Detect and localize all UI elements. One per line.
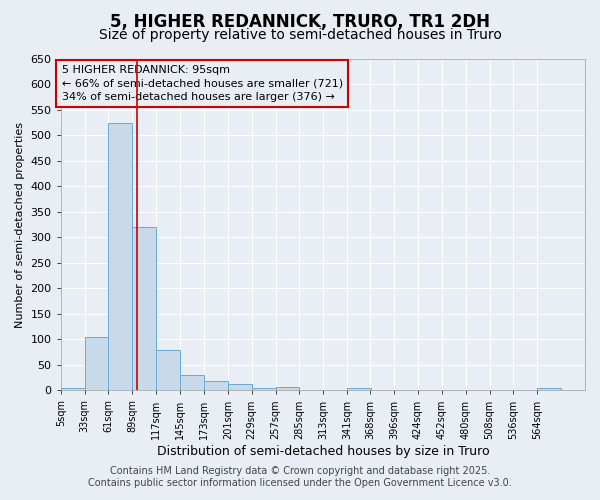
Bar	[61, 388, 85, 390]
Text: 5 HIGHER REDANNICK: 95sqm
← 66% of semi-detached houses are smaller (721)
34% of: 5 HIGHER REDANNICK: 95sqm ← 66% of semi-…	[62, 65, 343, 102]
Bar	[537, 388, 561, 390]
Bar	[347, 388, 371, 390]
Text: Contains HM Land Registry data © Crown copyright and database right 2025.
Contai: Contains HM Land Registry data © Crown c…	[88, 466, 512, 487]
Text: Size of property relative to semi-detached houses in Truro: Size of property relative to semi-detach…	[98, 28, 502, 42]
Text: 5, HIGHER REDANNICK, TRURO, TR1 2DH: 5, HIGHER REDANNICK, TRURO, TR1 2DH	[110, 12, 490, 30]
Bar	[156, 350, 180, 391]
Bar	[228, 384, 251, 390]
X-axis label: Distribution of semi-detached houses by size in Truro: Distribution of semi-detached houses by …	[157, 444, 489, 458]
Bar	[85, 337, 109, 390]
Bar	[180, 375, 204, 390]
Y-axis label: Number of semi-detached properties: Number of semi-detached properties	[15, 122, 25, 328]
Bar	[251, 388, 275, 390]
Bar	[204, 381, 228, 390]
Bar	[275, 387, 299, 390]
Bar	[109, 122, 133, 390]
Bar	[133, 228, 156, 390]
